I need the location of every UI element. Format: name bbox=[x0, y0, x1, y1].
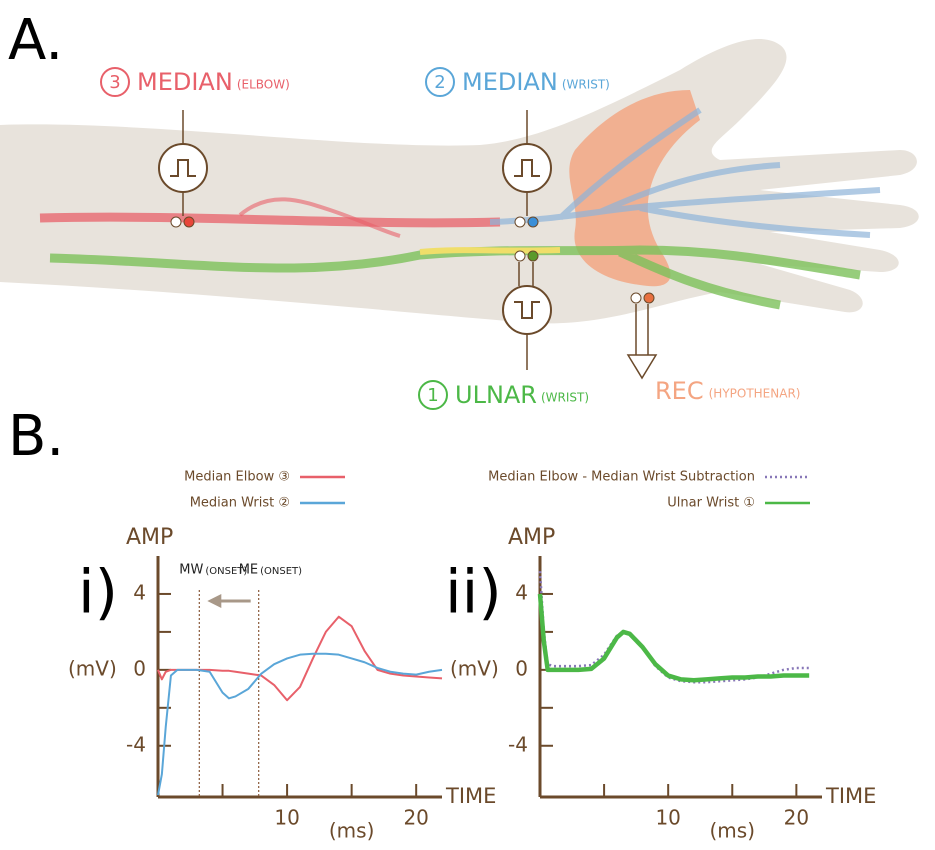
x-tick-label: 10 bbox=[274, 806, 299, 830]
legend-label: Median Elbow ③ bbox=[184, 470, 290, 485]
site-name: MEDIAN bbox=[462, 68, 558, 96]
site-location: (WRIST) bbox=[541, 391, 589, 405]
y-tick-label: -4 bbox=[508, 732, 528, 756]
series-line bbox=[540, 594, 809, 680]
onset-note: (ONSET) bbox=[260, 566, 302, 577]
x-axis-unit: (ms) bbox=[710, 819, 756, 843]
figure: A. B. 3 MEDIAN (ELBOW) 2 MEDIAN (WRIST) 1 ULNAR… bbox=[0, 0, 935, 850]
site-number: 2 bbox=[434, 72, 445, 93]
site-number: 3 bbox=[109, 72, 120, 93]
y-axis-label: AMP bbox=[508, 525, 555, 550]
y-tick-label: 0 bbox=[133, 656, 146, 680]
y-tick-label: 4 bbox=[133, 580, 146, 604]
legend-label: Ulnar Wrist ① bbox=[667, 496, 755, 511]
x-tick-label: 20 bbox=[403, 806, 428, 830]
onset-label: ME bbox=[239, 563, 258, 578]
recording-name: REC bbox=[655, 377, 704, 405]
y-tick-label: 4 bbox=[515, 580, 528, 604]
onset-label: MW bbox=[179, 563, 203, 578]
x-tick-label: 10 bbox=[655, 806, 680, 830]
x-axis-unit: (ms) bbox=[329, 819, 375, 843]
panel-number: ii) bbox=[445, 558, 502, 628]
onset-arrowhead bbox=[207, 594, 221, 608]
x-axis-label: TIME bbox=[825, 784, 876, 808]
site-name: ULNAR bbox=[455, 381, 537, 409]
x-tick-label: 20 bbox=[784, 806, 809, 830]
y-tick-label: 0 bbox=[515, 656, 528, 680]
series-line bbox=[158, 617, 442, 700]
legend-label: Median Elbow - Median Wrist Subtraction bbox=[488, 470, 755, 485]
series-line bbox=[540, 571, 809, 682]
legend-label: Median Wrist ② bbox=[190, 496, 290, 511]
recording-site: (HYPOTHENAR) bbox=[709, 387, 801, 401]
panel-label: B. bbox=[8, 404, 64, 469]
y-axis-unit: (mV) bbox=[450, 656, 499, 680]
site-name: MEDIAN bbox=[137, 68, 233, 96]
y-axis-label: AMP bbox=[126, 525, 173, 550]
y-axis-unit: (mV) bbox=[68, 656, 117, 680]
site-location: (ELBOW) bbox=[237, 78, 290, 92]
x-axis-label: TIME bbox=[445, 784, 496, 808]
panel-number: i) bbox=[78, 558, 118, 628]
site-location: (WRIST) bbox=[562, 78, 610, 92]
panel-label: A. bbox=[8, 8, 63, 73]
site-number: 1 bbox=[427, 385, 438, 406]
y-tick-label: -4 bbox=[126, 732, 146, 756]
